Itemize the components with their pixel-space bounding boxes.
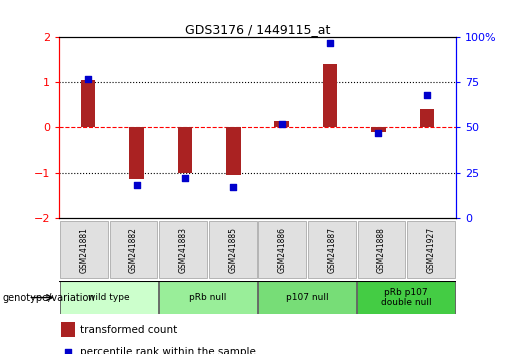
Bar — [357, 281, 455, 314]
Bar — [308, 221, 356, 279]
Text: percentile rank within the sample: percentile rank within the sample — [80, 347, 256, 354]
Point — [229, 184, 237, 190]
Text: pRb p107
double null: pRb p107 double null — [381, 288, 432, 307]
Bar — [420, 109, 434, 127]
Bar — [357, 221, 405, 279]
Point — [374, 130, 383, 136]
Text: p107 null: p107 null — [286, 293, 329, 302]
Title: GDS3176 / 1449115_at: GDS3176 / 1449115_at — [185, 23, 330, 36]
Bar — [226, 127, 241, 175]
Point — [64, 349, 72, 354]
Text: GSM241888: GSM241888 — [377, 227, 386, 273]
Bar — [110, 221, 158, 279]
Text: GSM241885: GSM241885 — [228, 227, 237, 273]
Bar — [258, 281, 356, 314]
Text: pRb null: pRb null — [189, 293, 227, 302]
Bar — [209, 221, 256, 279]
Text: GSM241881: GSM241881 — [79, 227, 89, 273]
Point — [278, 121, 286, 127]
Bar — [159, 221, 207, 279]
Point — [326, 40, 334, 45]
Bar — [60, 281, 158, 314]
Bar — [323, 64, 337, 127]
Point — [84, 76, 92, 81]
Bar — [129, 127, 144, 179]
Bar — [259, 221, 306, 279]
Bar — [274, 121, 289, 127]
Bar — [61, 322, 75, 337]
Text: GSM241883: GSM241883 — [179, 227, 187, 273]
Text: genotype/variation: genotype/variation — [3, 292, 95, 303]
Point — [181, 175, 189, 181]
Bar — [81, 80, 95, 127]
Bar — [159, 281, 257, 314]
Bar — [371, 127, 386, 132]
Bar — [407, 221, 455, 279]
Bar — [60, 221, 108, 279]
Text: GSM241882: GSM241882 — [129, 227, 138, 273]
Text: GSM241927: GSM241927 — [426, 227, 436, 273]
Point — [423, 92, 431, 98]
Text: wild type: wild type — [88, 293, 130, 302]
Point — [132, 182, 141, 188]
Bar — [178, 127, 192, 172]
Text: transformed count: transformed count — [80, 325, 177, 335]
Text: GSM241886: GSM241886 — [278, 227, 287, 273]
Text: GSM241887: GSM241887 — [328, 227, 336, 273]
